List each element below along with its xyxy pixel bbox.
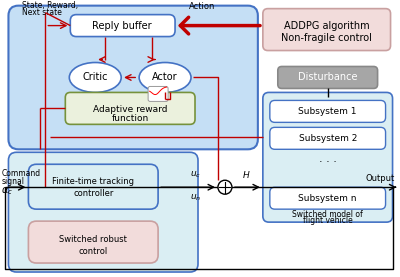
Text: Next state: Next state	[22, 8, 62, 17]
Text: Reply buffer: Reply buffer	[92, 20, 152, 30]
FancyBboxPatch shape	[270, 101, 386, 122]
Text: Switched model of: Switched model of	[292, 210, 363, 219]
FancyBboxPatch shape	[270, 127, 386, 149]
Text: Subsystem 2: Subsystem 2	[298, 134, 357, 143]
FancyBboxPatch shape	[278, 66, 378, 88]
FancyBboxPatch shape	[70, 15, 175, 37]
Text: Action: Action	[189, 2, 215, 11]
FancyBboxPatch shape	[263, 9, 390, 50]
Text: Adaptive reward: Adaptive reward	[93, 105, 168, 114]
Text: $H$: $H$	[242, 169, 250, 180]
Text: signal: signal	[2, 177, 24, 186]
Text: Non-fragile control: Non-fragile control	[281, 33, 372, 43]
FancyBboxPatch shape	[8, 6, 258, 149]
Text: $u_n$: $u_n$	[190, 192, 202, 203]
Text: $\alpha_c$: $\alpha_c$	[2, 185, 14, 197]
FancyBboxPatch shape	[148, 86, 168, 101]
FancyBboxPatch shape	[65, 93, 195, 124]
Text: Command: Command	[2, 169, 40, 178]
Text: State, Reward,: State, Reward,	[22, 1, 78, 10]
FancyBboxPatch shape	[270, 187, 386, 209]
Ellipse shape	[139, 63, 191, 93]
Text: Switched robust: Switched robust	[59, 235, 127, 243]
Text: Subsystem n: Subsystem n	[298, 194, 357, 203]
FancyBboxPatch shape	[263, 93, 392, 222]
Ellipse shape	[69, 63, 121, 93]
FancyBboxPatch shape	[28, 164, 158, 209]
Text: flight vehicle: flight vehicle	[303, 216, 352, 225]
Text: Disturbance: Disturbance	[298, 73, 358, 83]
Text: Finite-time tracking: Finite-time tracking	[52, 177, 134, 186]
Text: ADDPG algorithm: ADDPG algorithm	[284, 20, 370, 30]
Text: Output: Output	[365, 174, 394, 183]
Text: controller: controller	[73, 189, 114, 198]
Text: function: function	[112, 114, 149, 123]
Text: Actor: Actor	[152, 73, 178, 83]
FancyBboxPatch shape	[8, 152, 198, 272]
Text: $u_c$: $u_c$	[190, 170, 202, 180]
Text: Subsystem 1: Subsystem 1	[298, 107, 357, 116]
Text: control: control	[79, 247, 108, 256]
Circle shape	[218, 180, 232, 194]
FancyBboxPatch shape	[28, 221, 158, 263]
Text: Critic: Critic	[82, 73, 108, 83]
Text: . . .: . . .	[319, 154, 337, 164]
